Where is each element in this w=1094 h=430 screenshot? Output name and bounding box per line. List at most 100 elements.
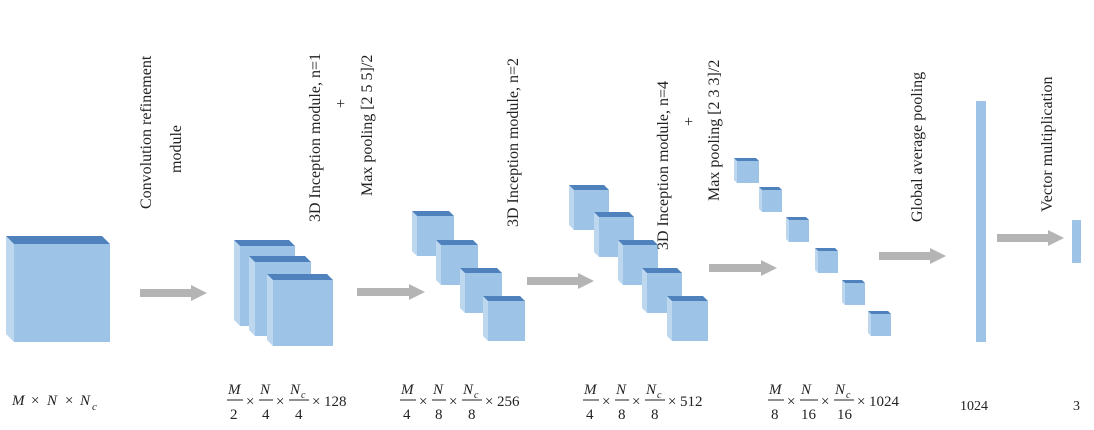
d1-n1: M [227,382,242,398]
d3-tail: 512 [680,394,703,410]
d1-n3: N [289,382,301,398]
label-conv-refine-line2: module [168,125,185,173]
arrow-1 [140,285,207,301]
label-vector-multiplication: Vector multiplication [1039,76,1056,212]
label-incep3-line1: 3D Inception module, n=4 [655,81,672,250]
d4-d2: 16 [801,407,817,423]
d1-tail: 128 [324,394,347,410]
d3-times2: × [632,394,640,410]
incep2-block-4-side [483,296,488,341]
d3-d1: 4 [586,407,594,423]
pool-block-1-side [734,158,737,183]
incep3-block-1-side [569,185,574,230]
label-gap: Global average pooling [909,72,926,222]
d4-n1: M [768,382,783,398]
pool-block-3-top [786,217,809,220]
arrow-6 [997,230,1064,246]
pool-block-6-side [868,311,871,336]
incep2-block-4-front [488,301,525,341]
pool-block-2-side [759,187,762,212]
arrow-4 [709,260,777,276]
d1-n3-sub: c [301,390,306,401]
label-incep2-line1: 3D Inception module, n=2 [505,58,522,227]
incep3-block-1-top [569,185,609,190]
d2-d1: 4 [403,407,411,423]
label-global-average-pooling: Global average pooling [909,72,926,222]
label-inception-n2: 3D Inception module, n=2 [505,58,522,227]
d1-times2: × [276,394,284,410]
dim-final-output: 3 [1073,399,1080,414]
d4-n2: N [800,382,812,398]
feature-map-blocks [6,101,1081,346]
d2-n3-sub: c [474,390,479,401]
incep3-block-2-top [594,212,634,217]
pool-block-4 [815,248,838,273]
incep3-block-3-top [618,240,658,245]
d2-tail: 256 [497,394,520,410]
arrow-2 [357,284,425,300]
label-convolution-refinement: Convolution refinement module [138,55,185,209]
label-conv-refine-line1: Convolution refinement [138,55,155,209]
incep2-block-4 [483,296,525,341]
arrow-3 [527,273,594,289]
pool-block-5-front [845,283,865,305]
output-vector-bar [1072,220,1081,263]
dim0-N: N [46,393,58,409]
pool-block-6 [868,311,891,336]
input-cube-side [6,236,14,342]
incep3-block-4-top [642,268,682,273]
d1-d2: 4 [262,407,270,423]
dim0-Nc-sub: c [92,401,97,413]
pool-block-2 [759,187,782,212]
d3-times3: × [668,394,676,410]
d2-times2: × [449,394,457,410]
incep1-block-1-side [234,240,240,326]
d3-n1: M [583,382,598,398]
d2-times1: × [419,394,427,410]
incep3-block-4 [642,268,682,313]
d2-times3: × [485,394,493,410]
d4-times2: × [821,394,829,410]
pool-block-1-front [737,161,759,183]
incep3-block-2-side [594,212,599,257]
pool-block-3-side [786,217,789,242]
d2-d3: 8 [468,407,476,423]
incep1-block-2-side [249,256,255,336]
d4-times3: × [857,394,865,410]
label-incep1-plus: + [333,99,350,108]
pool-block-4-side [815,248,818,273]
incep2-block-3-side [460,268,465,313]
incep3-block-4-side [642,268,647,313]
input-cube-front [14,244,110,342]
incep1-block-3-top [267,274,333,280]
incep3-block-5-front [672,301,708,341]
incep3-block-5 [667,296,708,341]
pool-block-1-top [734,158,759,161]
pool-block-1 [734,158,759,183]
dim0-M: M [11,393,26,409]
d1-times1: × [246,394,254,410]
d2-n1: M [400,382,415,398]
d1-n2: N [259,382,271,398]
incep3-block-5-side [667,296,672,341]
dim-gap-output: 1024 [960,399,988,414]
pool-block-4-front [818,251,838,273]
dim-d3: M4×N8×N c8× 512 [583,382,703,423]
d4-times1: × [787,394,795,410]
arrow-5 [879,248,946,264]
d4-d3: 16 [837,407,853,423]
label-vecmul: Vector multiplication [1039,76,1056,212]
label-incep1-line1: 3D Inception module, n=1 [307,53,324,222]
incep2-block-3-top [460,268,502,273]
d3-n3-sub: c [657,390,662,401]
d4-tail: 1024 [869,394,900,410]
dim-d2: M4×N8×N c8× 256 [400,382,520,423]
dim-input: M × N × N c [11,393,97,413]
dim0-times2: × [65,393,73,409]
incep2-block-2-side [436,240,441,285]
d2-n3: N [462,382,474,398]
flow-arrows [140,230,1064,301]
incep1-block-3-front [273,280,333,346]
incep1-block-3-side [267,274,273,346]
